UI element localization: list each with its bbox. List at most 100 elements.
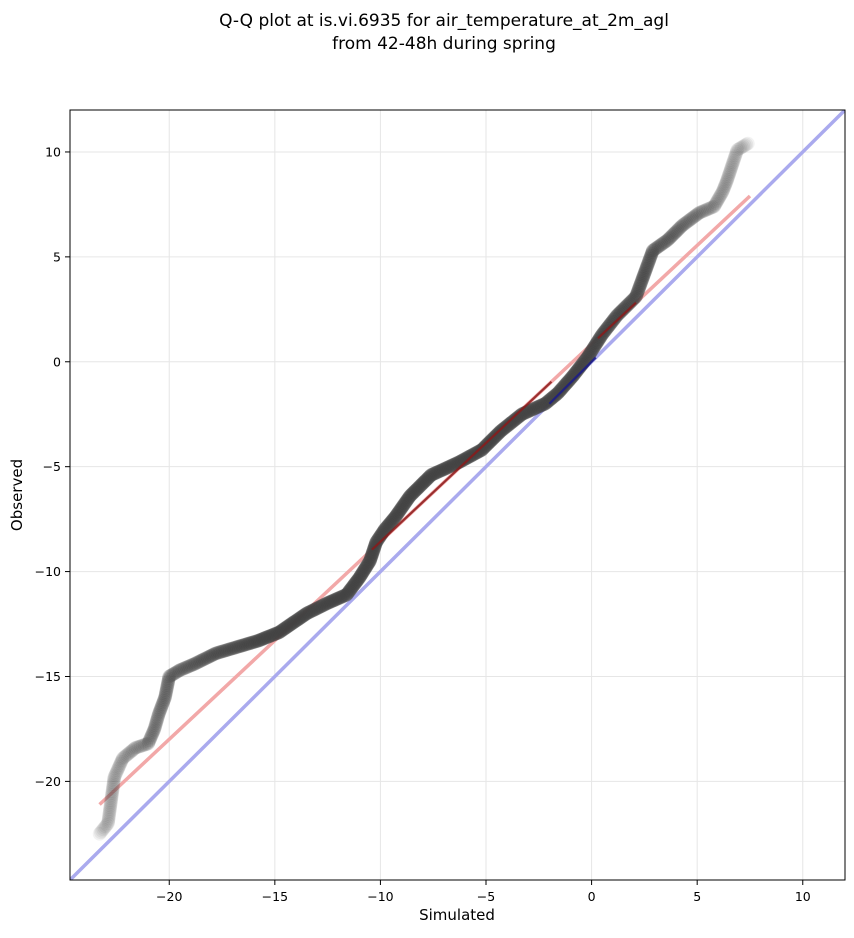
quantile-point <box>726 155 740 170</box>
quantile-point <box>723 162 738 177</box>
quantile-point <box>182 659 197 673</box>
quantile-point <box>588 338 603 353</box>
quantile-point <box>270 626 285 640</box>
quantile-point <box>719 176 733 190</box>
quantile-point <box>395 499 410 514</box>
quantile-point <box>736 139 751 154</box>
quantile-point <box>96 822 110 837</box>
y-tick-label: −15 <box>35 669 61 684</box>
quantile-point <box>117 750 132 764</box>
quantile-point <box>639 261 653 276</box>
quantile-point <box>647 242 662 257</box>
quantile-point <box>97 821 112 835</box>
quantile-point <box>513 408 528 423</box>
quantile-point <box>307 602 322 617</box>
quantile-point <box>186 657 200 672</box>
quantile-point <box>354 568 369 582</box>
quantile-point <box>200 650 215 665</box>
quantile-point <box>115 753 129 767</box>
quantile-point <box>663 230 677 245</box>
quantile-point <box>327 593 341 608</box>
quantile-point <box>730 143 745 157</box>
quantile-point <box>686 210 701 224</box>
x-axis: −20 −15 −10 −5 0 5 10 <box>156 880 811 904</box>
quantile-point <box>103 798 118 813</box>
quantile-point <box>389 508 404 523</box>
quantile-point <box>322 595 337 610</box>
quantile-point <box>146 725 160 740</box>
plot-area <box>70 110 845 880</box>
quantile-point <box>633 278 647 292</box>
quantile-point <box>155 697 170 711</box>
quantile-point <box>132 739 146 754</box>
quantile-point <box>553 383 568 398</box>
y-tick-label: 5 <box>53 249 61 264</box>
quantile-point <box>405 486 420 501</box>
quantile-point <box>471 444 486 459</box>
quantile-point <box>377 522 392 537</box>
quantile-point <box>387 511 401 526</box>
quantile-point <box>291 612 305 627</box>
quantile-point <box>712 189 727 204</box>
quantile-point <box>674 219 688 234</box>
quantile-point <box>224 641 239 656</box>
quantile-point <box>158 688 173 703</box>
quantile-point <box>112 760 126 774</box>
quantile-point <box>95 824 109 838</box>
chart-title: Q-Q plot at is.vi.6935 for air_temperatu… <box>219 11 669 31</box>
quantile-point <box>648 241 663 256</box>
quantile-point <box>111 761 125 776</box>
quantile-point <box>360 558 374 573</box>
quantile-point <box>102 805 117 820</box>
quantile-point <box>101 814 116 829</box>
quantile-point <box>635 273 649 288</box>
quantile-point <box>499 419 514 434</box>
quantile-point <box>146 723 161 738</box>
quantile-point <box>626 292 641 307</box>
quantile-point <box>454 454 469 468</box>
quantile-point <box>350 573 364 588</box>
quantile-point <box>161 674 175 689</box>
quantile-point <box>587 340 602 354</box>
quantile-point <box>156 695 170 710</box>
quantile-point <box>356 564 370 579</box>
quantile-point <box>147 722 162 736</box>
quantile-point <box>697 203 712 218</box>
quantile-point <box>364 549 379 563</box>
quantile-point <box>365 547 379 562</box>
quantile-point <box>233 639 248 653</box>
quantile-point <box>341 585 356 599</box>
quantile-point <box>109 766 123 781</box>
quantile-point <box>563 372 577 387</box>
quantile-point <box>142 733 157 748</box>
quantile-point <box>673 221 687 235</box>
quantile-point <box>118 749 133 763</box>
quantile-point <box>456 453 471 467</box>
quantile-point <box>240 637 255 651</box>
y-axis: −20 −15 −10 −5 0 5 10 <box>35 144 70 789</box>
quantile-point <box>685 211 700 225</box>
quantile-point <box>485 433 499 447</box>
quantile-point <box>124 744 139 759</box>
quantile-point <box>560 375 575 389</box>
quantile-point <box>710 194 724 209</box>
quantile-point <box>179 660 194 675</box>
quantile-point <box>105 782 120 797</box>
quantile-point <box>153 702 168 717</box>
quantile-point <box>215 644 230 659</box>
quantile-point <box>692 206 707 220</box>
quantile-point <box>643 250 658 264</box>
quantile-point <box>729 146 743 161</box>
quantile-point <box>208 646 223 661</box>
quantile-point <box>323 594 338 609</box>
quantile-point <box>177 661 192 675</box>
quantile-point <box>181 659 195 674</box>
quantile-point <box>636 268 651 283</box>
quantile-point <box>394 501 409 515</box>
quantile-point <box>259 630 273 645</box>
quantile-point <box>382 517 397 531</box>
quantile-point <box>149 714 164 729</box>
quantile-point <box>402 490 416 505</box>
quantile-point <box>418 474 432 489</box>
quantile-point <box>505 415 519 429</box>
